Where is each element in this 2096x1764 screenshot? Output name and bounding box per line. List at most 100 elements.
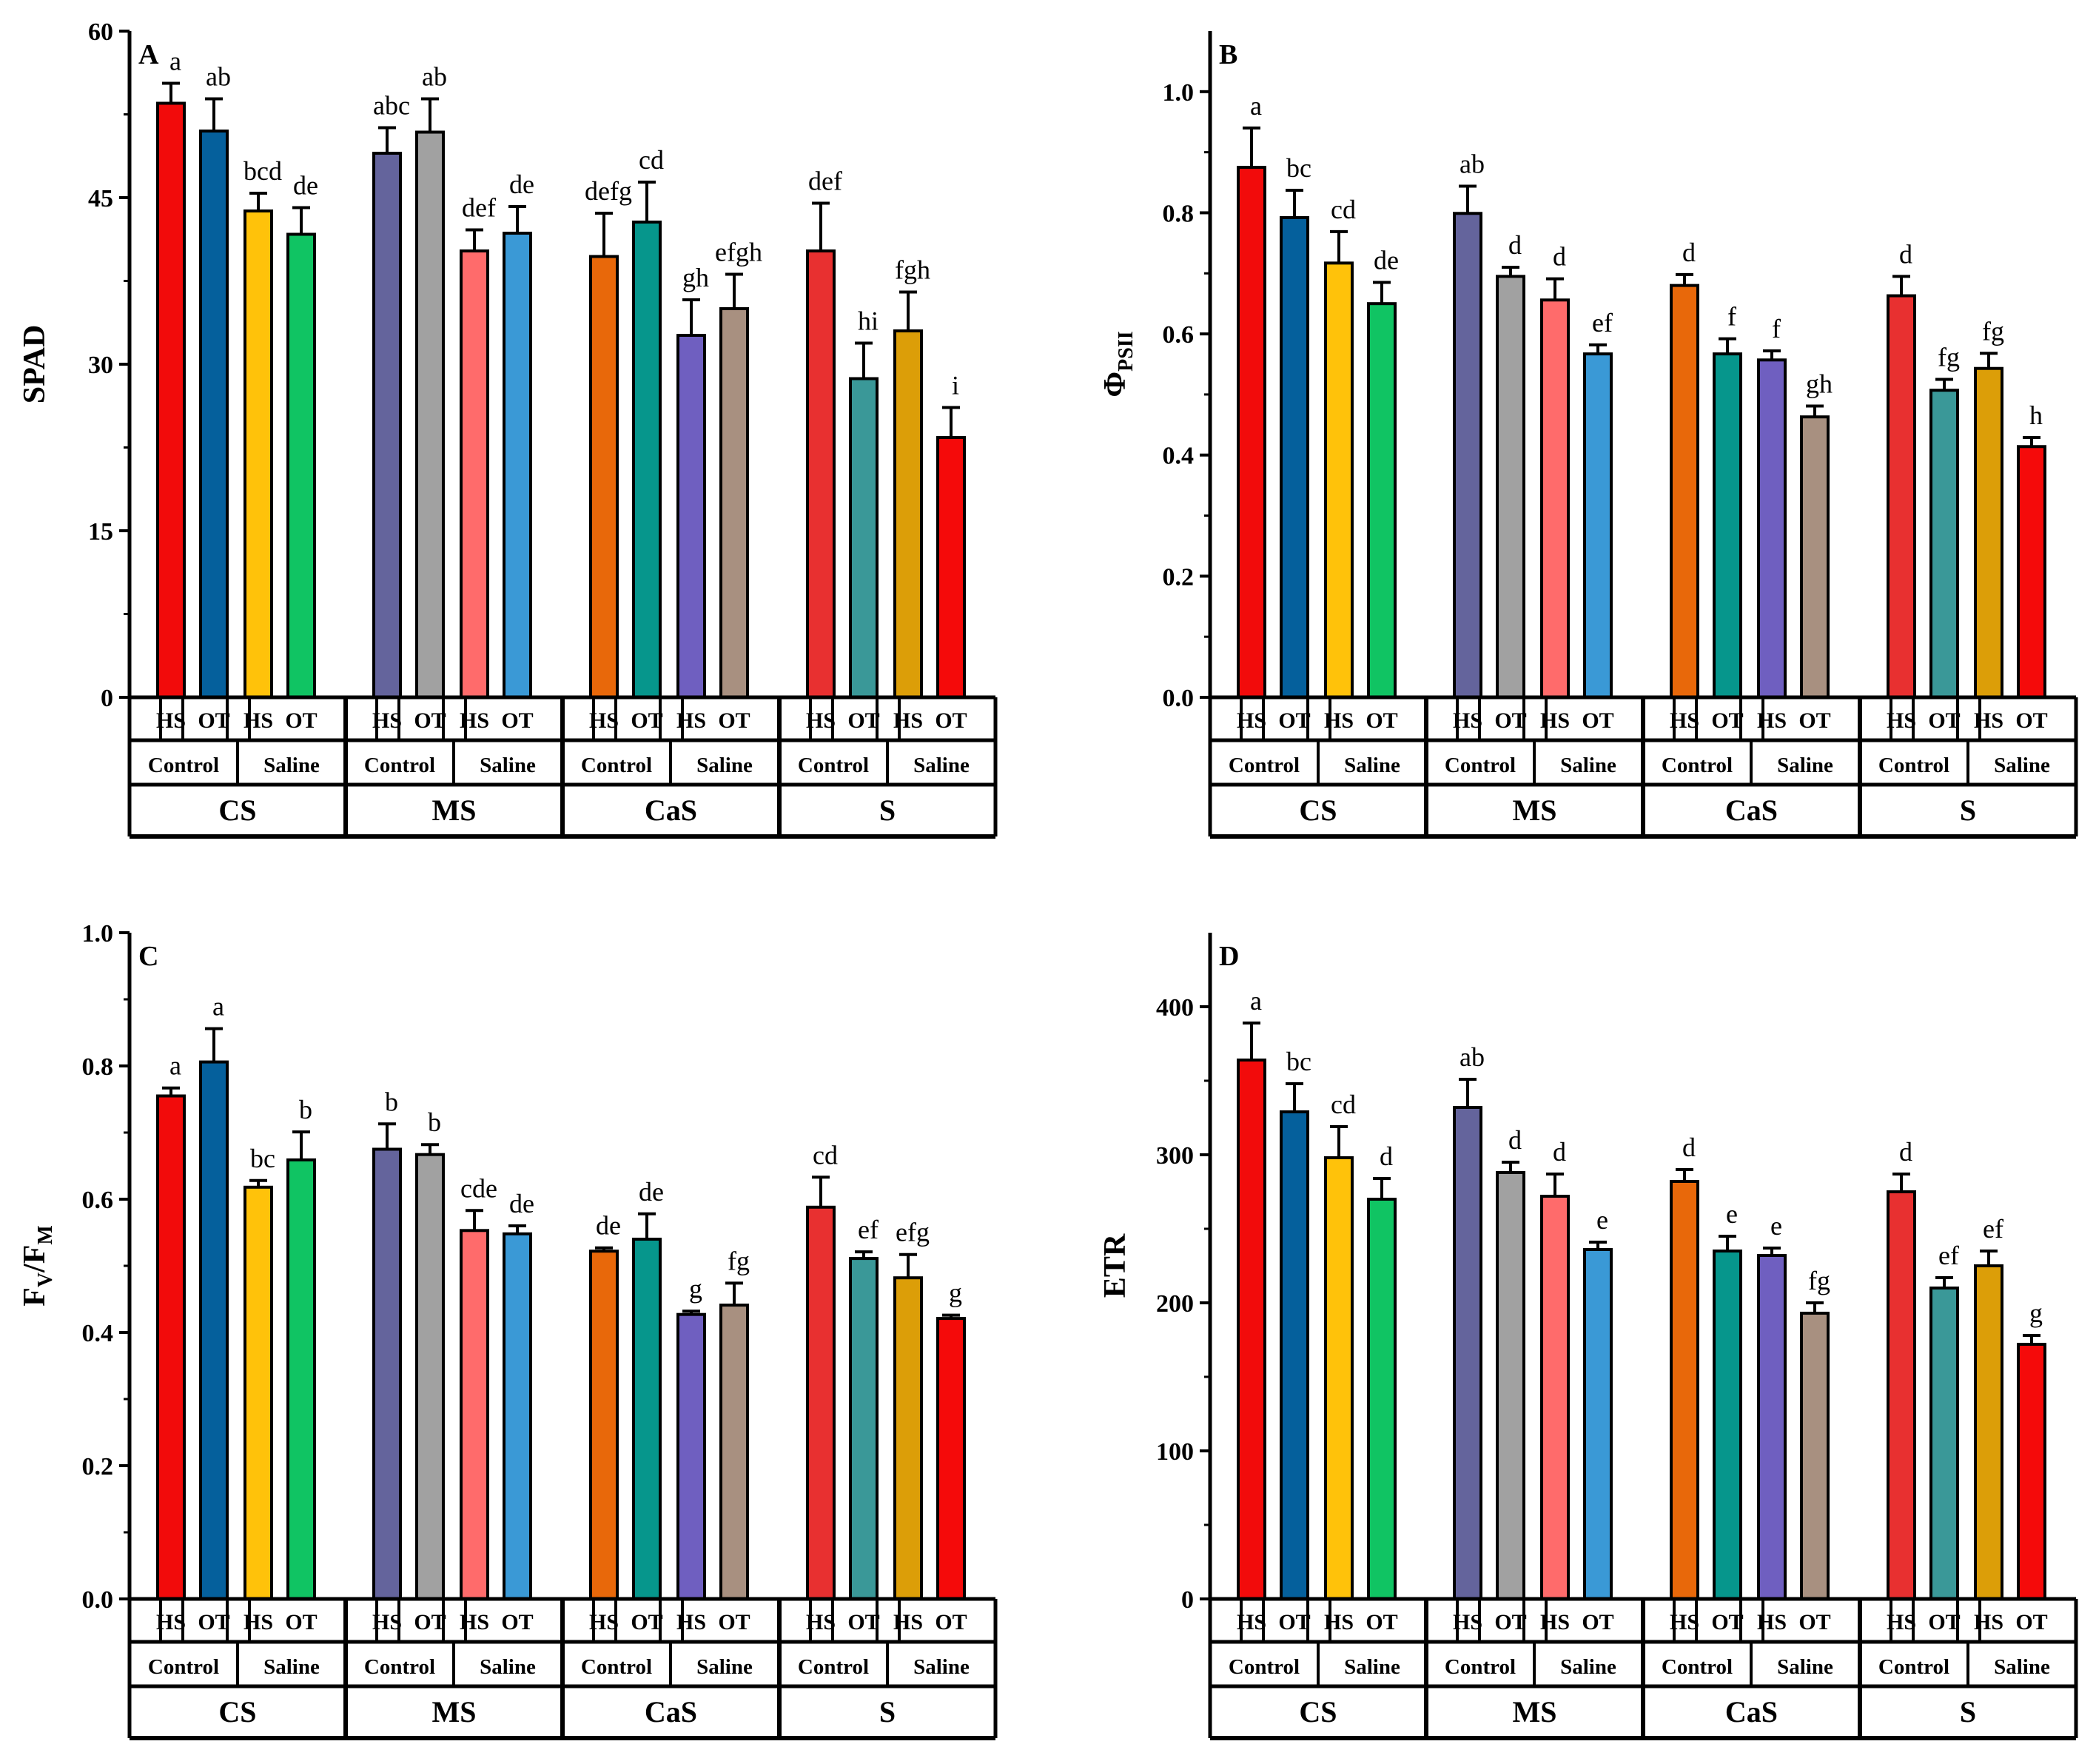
bar	[1496, 1171, 1525, 1600]
treatment-label: OT	[2015, 708, 2047, 733]
bar	[1887, 1190, 1916, 1600]
bar	[719, 1304, 749, 1600]
bar	[1929, 389, 1959, 699]
bar	[460, 249, 489, 699]
treatment-label: HS	[1540, 1610, 1570, 1634]
condition-label: Saline	[1560, 754, 1616, 777]
treatment-label: OT	[285, 708, 317, 733]
significance-letter: fg	[1982, 316, 2004, 346]
bar	[1280, 1110, 1309, 1600]
significance-letter: h	[2029, 400, 2043, 430]
treatment-label: HS	[806, 708, 836, 733]
significance-letter: ab	[206, 62, 231, 92]
bar	[156, 1094, 186, 1600]
group-label: CaS	[1725, 1695, 1778, 1728]
bar	[1324, 261, 1354, 699]
treatment-label: OT	[847, 708, 879, 733]
bar	[1757, 1254, 1787, 1600]
bar	[372, 152, 402, 699]
treatment-label: HS	[1974, 708, 2003, 733]
significance-letter: a	[1250, 986, 1262, 1016]
bar	[936, 436, 966, 699]
group-label: S	[1960, 794, 1976, 827]
bar	[806, 1205, 836, 1601]
significance-letter: ef	[1592, 308, 1613, 338]
significance-letter: fgh	[895, 255, 930, 285]
bar	[372, 1147, 402, 1600]
treatment-label: HS	[676, 708, 706, 733]
bar	[1280, 216, 1309, 699]
treatment-label: OT	[1582, 708, 1613, 733]
treatment-label: HS	[589, 1610, 619, 1634]
bar	[1800, 1312, 1830, 1600]
treatment-label: OT	[1928, 708, 1960, 733]
treatment-label: HS	[460, 708, 489, 733]
significance-letter: d	[1682, 1133, 1696, 1162]
bar	[1540, 1195, 1570, 1600]
group-label: CaS	[645, 1695, 697, 1728]
y-axis-title-sub: V	[34, 1272, 57, 1287]
bar	[1453, 1106, 1482, 1600]
condition-label: Saline	[480, 754, 536, 777]
condition-label: Saline	[1994, 754, 2050, 777]
treatment-label: OT	[501, 708, 533, 733]
treatment-label: OT	[285, 1610, 317, 1634]
bar	[1367, 1198, 1397, 1600]
condition-label: Control	[364, 754, 435, 777]
treatment-label: OT	[1494, 1610, 1526, 1634]
significance-letter: de	[293, 171, 318, 201]
y-tick-label: 0.6	[1163, 321, 1195, 349]
treatment-label: OT	[501, 1610, 533, 1634]
condition-label: Saline	[480, 1655, 536, 1679]
treatment-label: OT	[1798, 1610, 1830, 1634]
treatment-label: HS	[1670, 1610, 1699, 1634]
bar	[1324, 1156, 1354, 1600]
bar	[1540, 298, 1570, 700]
significance-letter: de	[509, 170, 534, 199]
significance-letter: d	[1508, 230, 1522, 260]
panel-letter: C	[138, 941, 158, 972]
bar	[243, 209, 273, 699]
significance-letter: i	[952, 371, 959, 400]
treatment-label: HS	[156, 708, 186, 733]
treatment-label: OT	[1494, 708, 1526, 733]
treatment-label: HS	[372, 708, 402, 733]
bar	[1453, 212, 1482, 700]
group-label: MS	[1513, 1695, 1557, 1728]
significance-letter: efgh	[715, 238, 762, 267]
treatment-label: OT	[2015, 1610, 2047, 1634]
treatment-label: HS	[1887, 1610, 1916, 1634]
condition-label: Saline	[1777, 754, 1833, 777]
condition-label: Control	[1878, 1655, 1949, 1679]
bar	[199, 130, 229, 699]
bar	[460, 1229, 489, 1601]
significance-letter: ab	[1460, 1042, 1485, 1072]
bar	[1757, 358, 1787, 699]
y-tick-label: 30	[88, 352, 113, 379]
y-tick-label: 60	[88, 19, 113, 46]
condition-label: Control	[148, 1655, 219, 1679]
significance-letter: gh	[1806, 369, 1833, 398]
bar	[503, 1232, 532, 1601]
group-label: MS	[432, 1695, 477, 1728]
treatment-label: HS	[1887, 708, 1916, 733]
y-tick-label: 0	[101, 685, 113, 712]
y-tick-label: 45	[88, 185, 113, 212]
significance-letter: d	[1899, 239, 1912, 269]
bar	[806, 249, 836, 699]
bar	[1800, 415, 1830, 699]
bar	[893, 1276, 923, 1600]
significance-letter: fg	[1938, 342, 1960, 372]
significance-letter: fg	[728, 1246, 750, 1275]
bar	[1583, 352, 1613, 699]
bar	[1713, 352, 1742, 699]
significance-letter: de	[596, 1211, 621, 1241]
y-tick-label: 0.2	[1163, 563, 1195, 591]
treatment-label: HS	[1974, 1610, 2003, 1634]
condition-label: Control	[1878, 754, 1949, 777]
significance-letter: e	[1770, 1211, 1782, 1241]
treatment-label: OT	[198, 1610, 229, 1634]
bar	[199, 1060, 229, 1600]
treatment-label: OT	[1711, 708, 1743, 733]
